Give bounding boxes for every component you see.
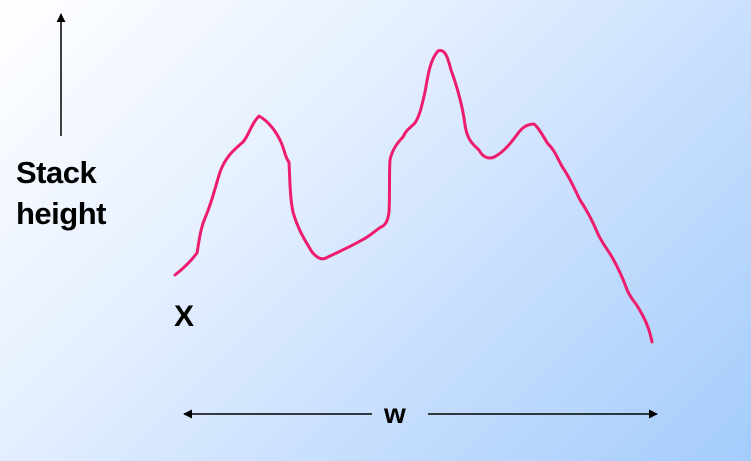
y-axis-label-line1: Stack [16,155,97,190]
width-label: w [384,398,406,429]
start-marker-label: X [174,300,195,333]
stack-height-curve [173,48,654,344]
y-axis-label-line2: height [16,196,107,231]
y-axis-label: Stack height [16,152,107,234]
